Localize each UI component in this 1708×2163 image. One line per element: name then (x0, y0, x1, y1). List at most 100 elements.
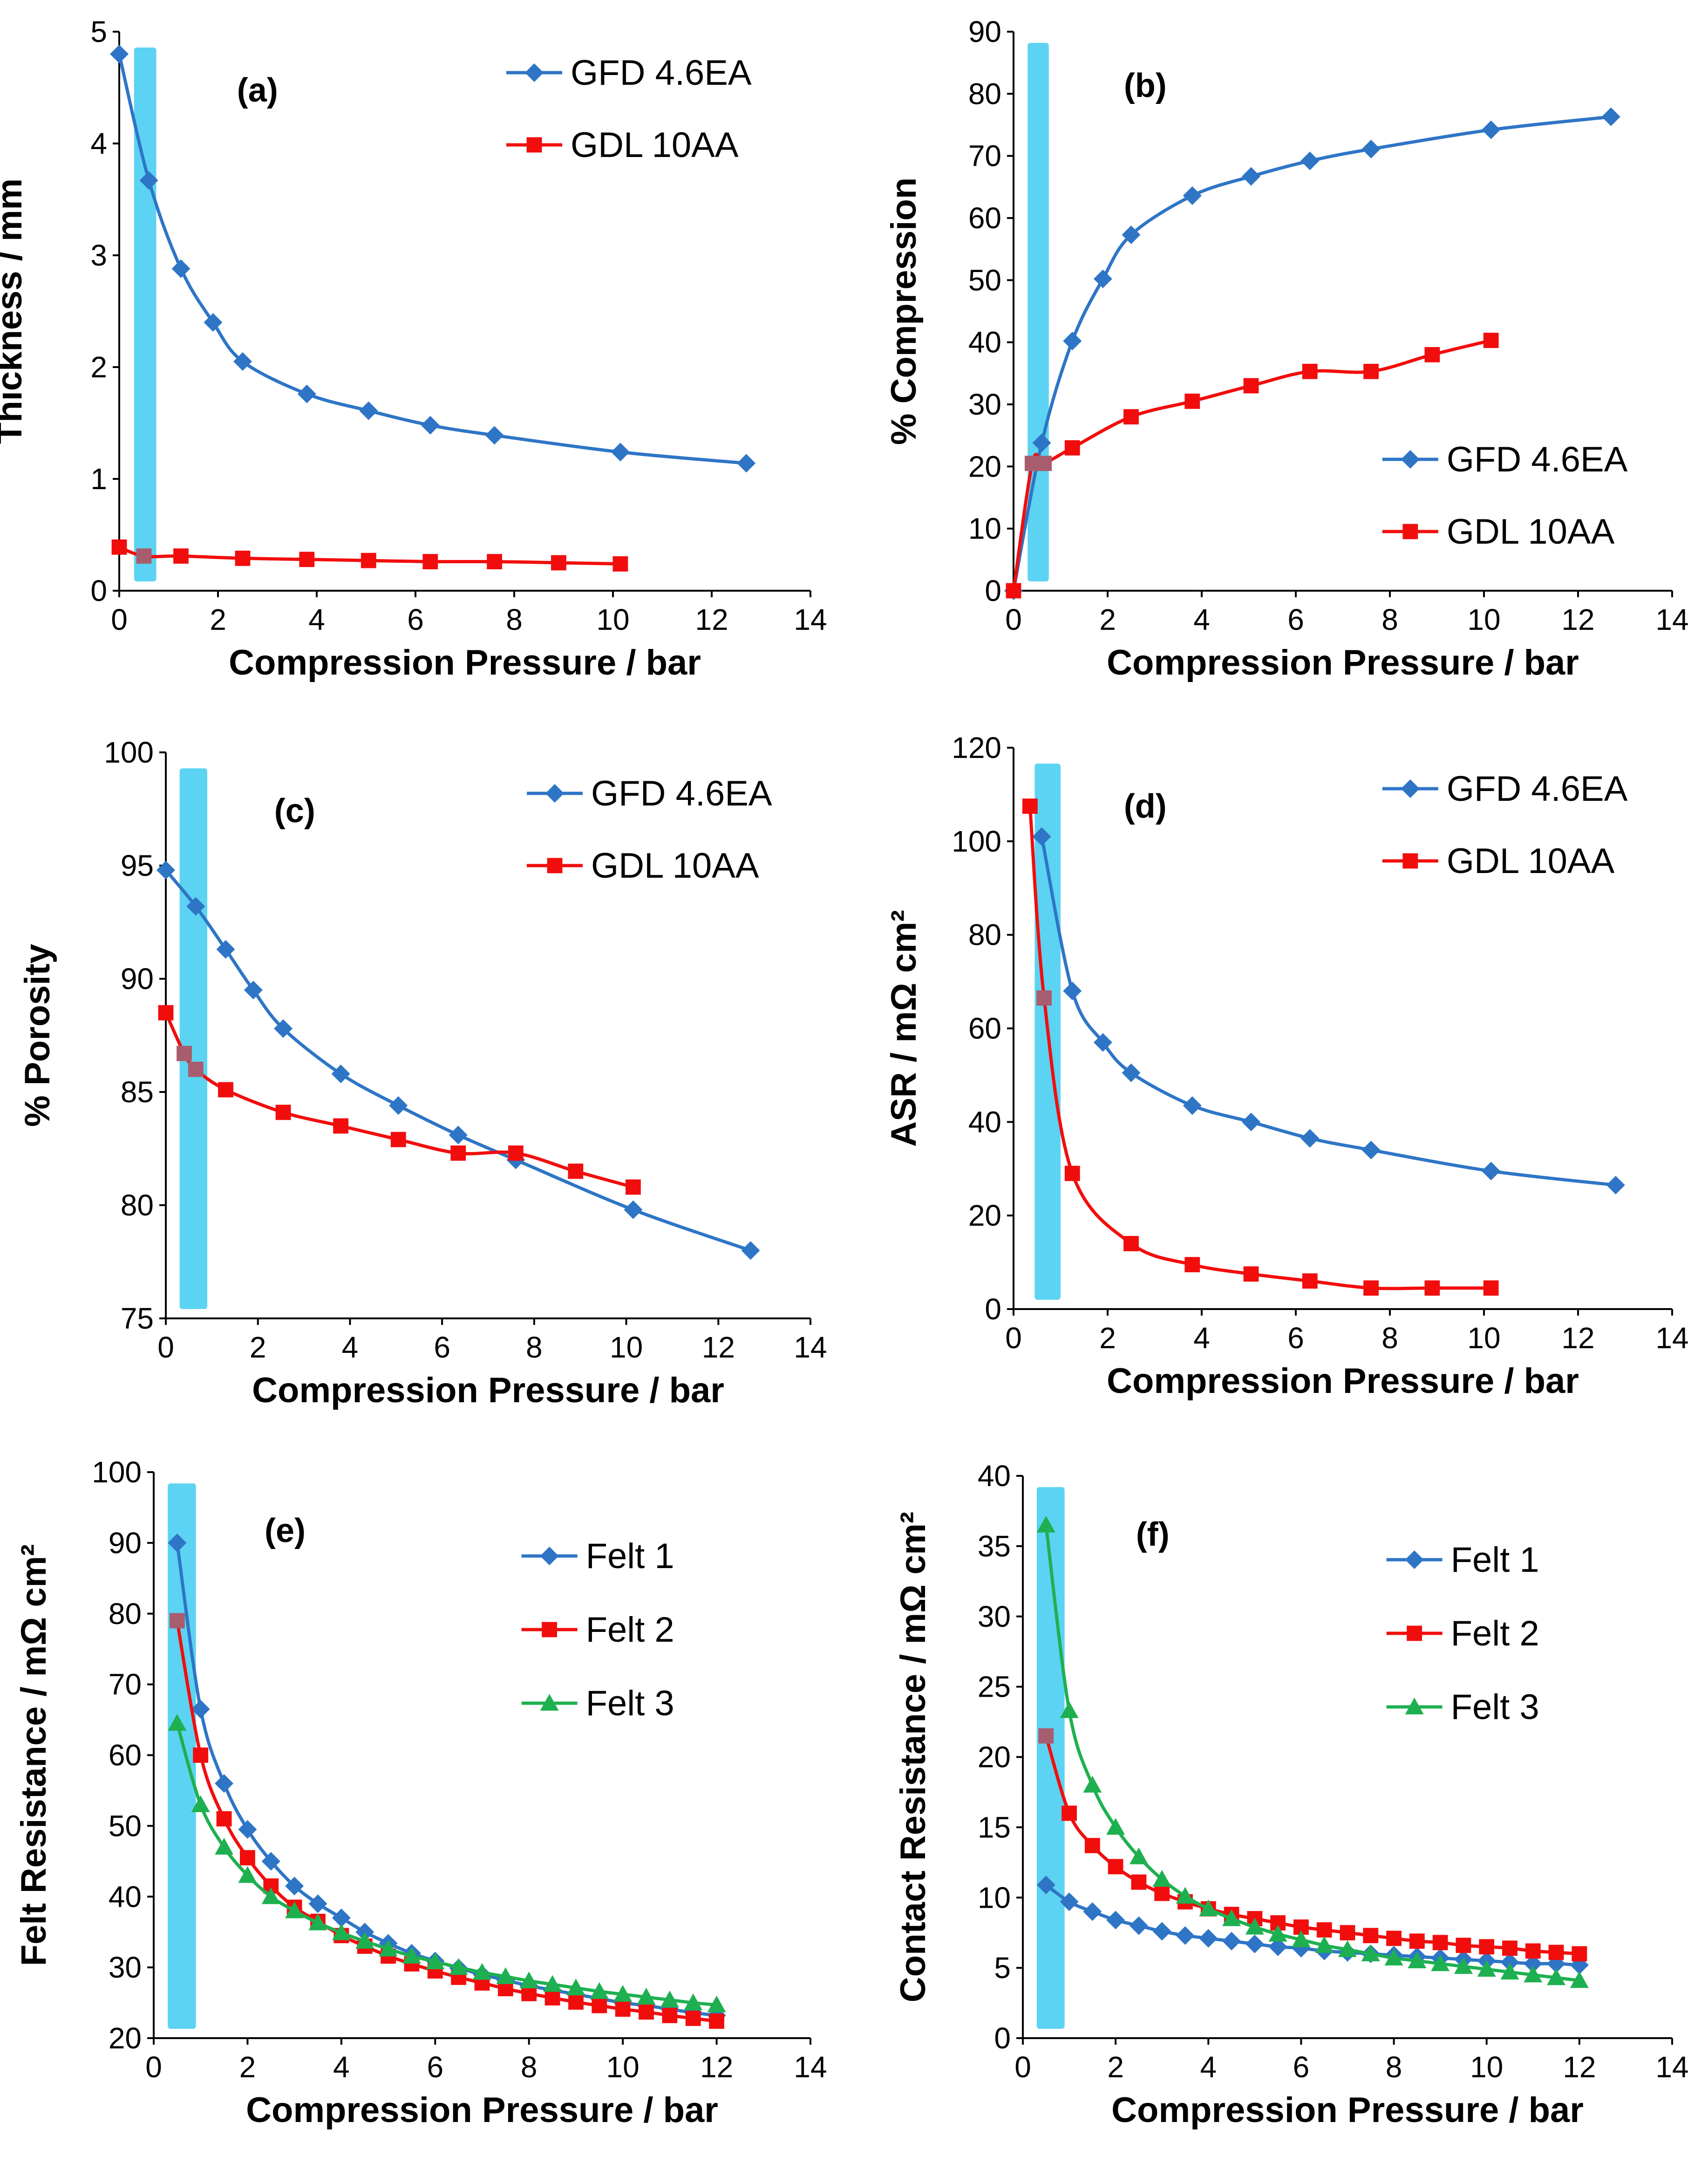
data-point-felt-2 (1572, 1946, 1587, 1962)
panel-b: 0 10 20 30 40 50 60 70 80 90 0 2 4 6 8 10 12 14 Compressio… (884, 15, 1689, 682)
data-point-gfd-4-6ea (1482, 1161, 1501, 1180)
data-point-felt-2 (1062, 1805, 1077, 1821)
y-tick-label: 60 (968, 201, 1001, 235)
data-point-gdl-10aa (1064, 1166, 1080, 1181)
legend-label-gfd-4-6ea: GFD 4.6EA (1447, 440, 1628, 479)
y-tick-label: 80 (968, 77, 1001, 110)
data-point-gfd-4-6ea (1300, 1129, 1320, 1148)
panel-label: (a) (237, 72, 278, 109)
y-tick-label: 85 (121, 1075, 154, 1109)
x-tick-label: 8 (1381, 603, 1398, 636)
panel-label: (e) (265, 1512, 306, 1549)
data-point-felt-3 (496, 1967, 515, 1984)
data-point-felt-3 (1500, 1963, 1519, 1980)
data-point-felt-1 (238, 1820, 257, 1839)
data-point-gfd-4-6ea (216, 940, 235, 959)
highlight-band (179, 768, 207, 1309)
data-point-gdl-10aa (1363, 1280, 1379, 1296)
data-point-felt-2 (685, 2011, 701, 2026)
data-point-felt-2 (521, 1986, 537, 2001)
data-point-felt-3 (637, 1987, 656, 2005)
x-tick-label: 12 (1561, 1321, 1594, 1355)
data-point-gfd-4-6ea (611, 443, 630, 462)
data-point-felt-1 (215, 1774, 234, 1793)
legend-label-felt-3: Felt 3 (586, 1684, 674, 1723)
data-point-felt-3 (1547, 1968, 1566, 1986)
data-point-gfd-4-6ea (1063, 332, 1082, 350)
x-tick-label: 12 (1563, 2050, 1596, 2084)
data-point-felt-2 (1131, 1874, 1147, 1890)
y-tick-label: 90 (109, 1526, 142, 1560)
data-point-felt-2 (240, 1850, 255, 1866)
y-tick-label: 80 (968, 918, 1001, 952)
data-point-felt-1 (191, 1699, 210, 1719)
series-line-gfd-4-6ea (117, 54, 747, 465)
y-tick-label: 70 (968, 139, 1001, 173)
data-point-felt-3 (1106, 1818, 1125, 1835)
x-tick-label: 4 (308, 603, 325, 636)
data-point-felt-3 (215, 1837, 234, 1855)
x-tick-label: 4 (333, 2050, 350, 2084)
data-point-felt-3 (684, 1993, 703, 2011)
data-point-gfd-4-6ea (485, 426, 504, 445)
data-point-gdl-10aa (1243, 1266, 1259, 1282)
y-tick-label: 30 (109, 1951, 142, 1984)
x-tick-label: 2 (1099, 603, 1116, 636)
data-point-gfd-4-6ea (331, 1064, 350, 1084)
data-point-felt-2 (592, 1998, 607, 2013)
legend-label-gdl-10aa: GDL 10AA (1447, 512, 1615, 552)
series-line-felt-2 (175, 1620, 717, 2023)
data-point-felt-3 (660, 1990, 679, 2007)
series-line-gdl-10aa (1012, 339, 1491, 591)
data-point-felt-1 (1129, 1916, 1148, 1935)
data-point-felt-3 (1431, 1954, 1450, 1972)
x-tick-label: 6 (1293, 2050, 1310, 2084)
y-tick-label: 4 (90, 127, 107, 160)
x-tick-label: 10 (1470, 2050, 1503, 2084)
x-axis-title: Compression Pressure / bar (1107, 643, 1579, 682)
x-tick-label: 4 (342, 1331, 359, 1364)
data-point-gfd-4-6ea (1093, 269, 1112, 288)
y-tick-label: 30 (978, 1600, 1011, 1633)
data-point-felt-2 (193, 1747, 209, 1763)
legend-label-felt-1: Felt 1 (1451, 1540, 1539, 1580)
x-tick-label: 2 (250, 1331, 266, 1364)
data-point-gfd-4-6ea (204, 313, 223, 332)
x-tick-label: 10 (596, 603, 629, 636)
series-line-felt-3 (1044, 1525, 1580, 1982)
data-point-felt-3 (1036, 1515, 1055, 1533)
data-point-felt-3 (449, 1958, 468, 1975)
data-point-gfd-4-6ea (157, 860, 175, 880)
x-tick-label: 2 (1107, 2050, 1124, 2084)
data-point-gdl-10aa (1302, 363, 1318, 379)
x-tick-label: 10 (1467, 603, 1500, 636)
data-point-felt-3 (1222, 1909, 1241, 1926)
data-point-felt-2 (1409, 1933, 1425, 1949)
x-tick-label: 10 (1467, 1321, 1500, 1355)
y-tick-label: 3 (90, 239, 107, 272)
legend-marker-gdl-10aa (1402, 853, 1418, 869)
data-point-gdl-10aa (1022, 798, 1038, 814)
data-point-felt-3 (519, 1971, 538, 1988)
data-point-felt-2 (1038, 1728, 1054, 1744)
panel-label: (c) (274, 792, 315, 830)
data-point-felt-3 (426, 1952, 445, 1969)
data-point-gfd-4-6ea (297, 384, 316, 403)
data-point-gfd-4-6ea (1242, 1112, 1261, 1132)
data-point-gfd-4-6ea (449, 1126, 468, 1145)
data-point-gdl-10aa (1036, 456, 1052, 471)
legend: GFD 4.6EA GDL 10AA (1382, 769, 1628, 881)
data-point-gfd-4-6ea (1122, 1063, 1141, 1082)
y-tick-label: 30 (968, 388, 1001, 421)
data-point-gfd-4-6ea (741, 1241, 760, 1260)
data-point-felt-1 (1036, 1876, 1055, 1895)
legend-marker-felt-2 (1407, 1625, 1422, 1641)
y-axis-title: Felt Resistance / mΩ cm² (14, 1544, 54, 1966)
data-point-felt-1 (1152, 1922, 1171, 1941)
y-tick-label: 0 (985, 574, 1001, 607)
data-point-felt-3 (402, 1946, 421, 1964)
data-point-felt-2 (169, 1613, 185, 1629)
data-point-felt-1 (1083, 1902, 1102, 1921)
data-point-felt-3 (1570, 1971, 1589, 1988)
x-tick-label: 14 (794, 2050, 827, 2084)
